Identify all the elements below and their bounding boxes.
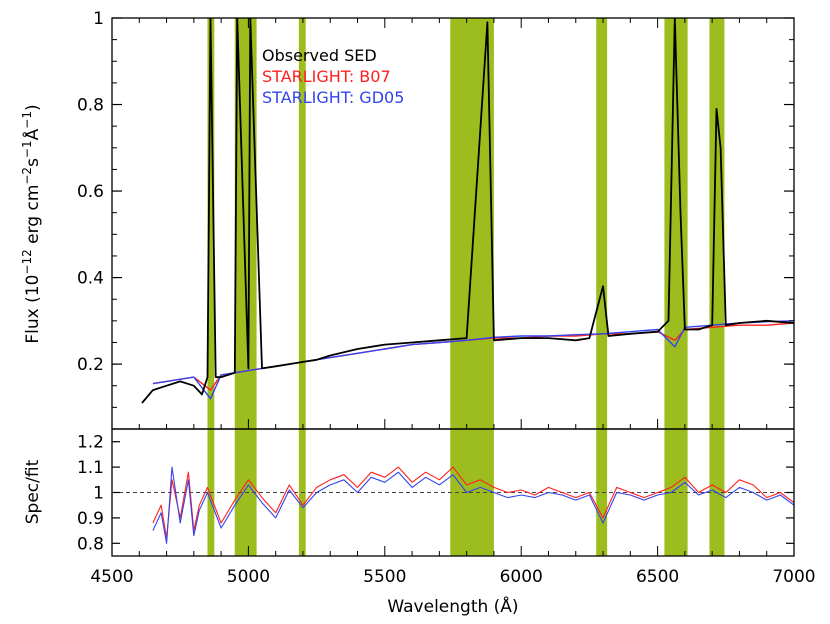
masked-band-top [664, 18, 688, 429]
masked-band-bottom [596, 429, 608, 556]
legend-gd05: STARLIGHT: GD05 [262, 88, 404, 107]
masked-band-top [298, 18, 306, 429]
y-tick-label-bottom: 1 [93, 484, 104, 504]
legend-observed: Observed SED [262, 46, 377, 65]
series-gd05-ratio [152, 466, 794, 544]
y-tick-label-bottom: 0.9 [77, 509, 104, 529]
series-observed-sed [141, 18, 794, 404]
y-tick-label-top: 1 [93, 9, 104, 29]
y-tick-label-top: 0.4 [77, 269, 104, 289]
top-panel-series [141, 18, 794, 404]
y-tick-label-bottom: 1.1 [77, 458, 104, 478]
y-tick-label-top: 0.6 [77, 182, 104, 202]
legend: Observed SED STARLIGHT: B07 STARLIGHT: G… [262, 46, 404, 107]
y-tick-label-top: 0.8 [77, 96, 104, 116]
x-tick-label: 7000 [772, 567, 815, 587]
top-ylabel: Flux (10−12 erg cm−2s−1Å−1) [20, 104, 43, 343]
masked-regions-top [207, 18, 725, 429]
bottom-ylabel: Spec/fit [23, 459, 43, 524]
series-b07-ratio [152, 466, 794, 539]
masked-band-top [450, 18, 494, 429]
x-axis-label: Wavelength (Å) [387, 595, 518, 617]
x-tick-label: 4500 [90, 567, 133, 587]
x-tick-label: 5000 [227, 567, 270, 587]
x-tick-label: 6500 [636, 567, 679, 587]
x-tick-label: 5500 [363, 567, 406, 587]
y-tick-label-top: 0.2 [77, 355, 104, 375]
masked-band-top [207, 18, 215, 429]
y-tick-label-bottom: 0.8 [77, 534, 104, 554]
masked-band-bottom [664, 429, 688, 556]
y-tick-label-bottom: 1.2 [77, 433, 104, 453]
masked-band-top [234, 18, 257, 429]
bottom-panel-series [152, 466, 794, 544]
x-tick-label: 6000 [500, 567, 543, 587]
masked-band-top [596, 18, 608, 429]
legend-b07: STARLIGHT: B07 [262, 67, 391, 86]
bottom-panel-ticks: 0.8 0.9 1 1.1 1.2 4500 5000 5500 6000 6500 7000 [77, 433, 816, 587]
top-panel-ticks: 0.2 0.4 0.6 0.8 1 [77, 9, 795, 429]
